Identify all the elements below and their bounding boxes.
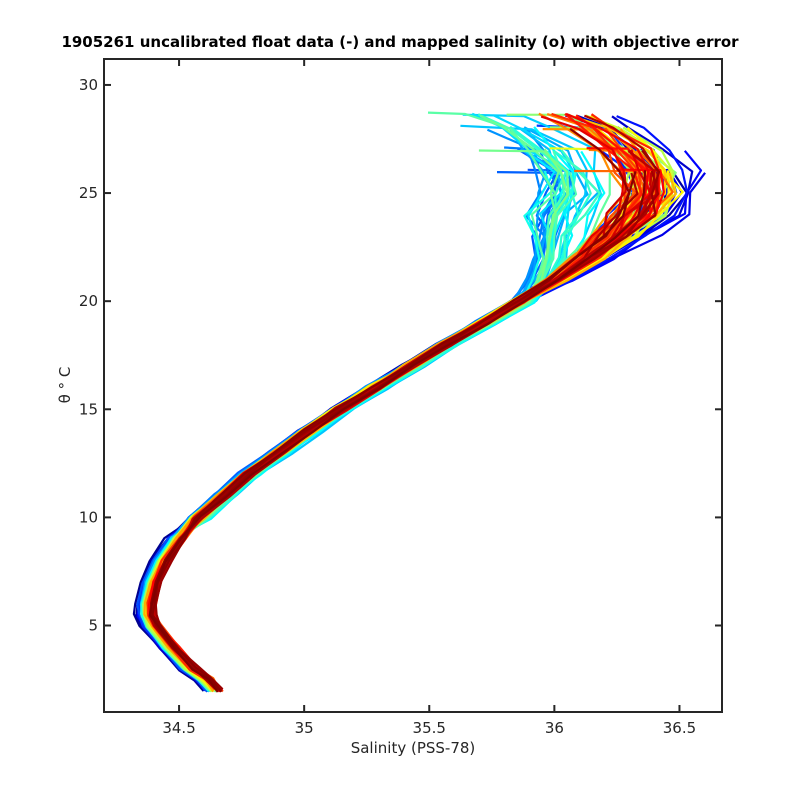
x-tick-label: 35 bbox=[295, 719, 314, 737]
profile-line bbox=[148, 172, 639, 693]
y-tick-label: 20 bbox=[79, 292, 98, 310]
profile-lines bbox=[132, 111, 706, 693]
profile-line bbox=[151, 170, 637, 693]
y-ticks: 5 10 15 20 25 30 bbox=[79, 76, 722, 635]
y-tick-label: 30 bbox=[79, 76, 98, 94]
chart-title: 1905261 uncalibrated float data (-) and … bbox=[61, 33, 739, 51]
y-tick-label: 25 bbox=[79, 184, 98, 202]
x-axis-label: Salinity (PSS-78) bbox=[351, 739, 476, 757]
y-tick-label: 15 bbox=[79, 400, 98, 418]
x-tick-label: 36 bbox=[545, 719, 564, 737]
y-axis-label: θ ° C bbox=[56, 367, 74, 404]
x-tick-label: 36.5 bbox=[663, 719, 696, 737]
axes-box bbox=[103, 58, 723, 713]
x-ticks: 34.5 35 35.5 36 36.5 bbox=[162, 59, 696, 737]
profile-line bbox=[148, 170, 647, 693]
y-tick-label: 10 bbox=[79, 508, 98, 526]
y-tick-label: 5 bbox=[88, 617, 98, 635]
x-tick-label: 35.5 bbox=[413, 719, 446, 737]
x-tick-label: 34.5 bbox=[162, 719, 195, 737]
